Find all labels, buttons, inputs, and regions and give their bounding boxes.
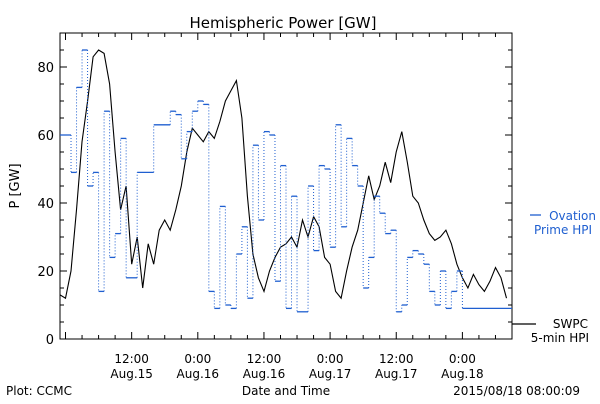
x-tick-label-time: 0:00 — [184, 352, 211, 366]
x-tick-label-date: Aug.17 — [309, 367, 352, 381]
plot-frame — [59, 32, 513, 340]
x-tick-label-date: Aug.16 — [177, 367, 220, 381]
legend-ovation-label-line2: Prime HPI — [534, 223, 592, 237]
chart-title: Hemispheric Power [GW] — [190, 14, 377, 32]
legend-swpc-label-line1: SWPC — [553, 317, 588, 331]
y-tick-label: 20 — [37, 265, 54, 280]
y-tick-label: 80 — [37, 61, 54, 76]
series-layer — [60, 49, 512, 313]
x-tick-label-date: Aug.18 — [441, 367, 484, 381]
x-tick-label-date: Aug.16 — [243, 367, 286, 381]
y-tick-label: 40 — [37, 197, 54, 212]
x-tick-label-time: 0:00 — [449, 352, 476, 366]
footer-timestamp: 2015/08/18 08:00:09 — [453, 384, 580, 398]
x-tick-label-time: 0:00 — [317, 352, 344, 366]
x-tick-label-time: 12:00 — [247, 352, 282, 366]
x-tick-label-date: Aug.17 — [375, 367, 418, 381]
y-axis: 0 20 40 60 80 — [37, 49, 512, 348]
x-axis: 12:00Aug.150:00Aug.1612:00Aug.160:00Aug.… — [65, 33, 496, 381]
y-axis-label: P [GW] — [8, 163, 23, 208]
footer-plot-credit: Plot: CCMC — [6, 384, 72, 398]
x-axis-label: Date and Time — [242, 384, 330, 398]
series-swpc-hpi-line — [60, 49, 508, 300]
y-tick-label: 60 — [37, 129, 54, 144]
series-ovation-prime-steps — [60, 49, 512, 313]
x-tick-label-time: 12:00 — [114, 352, 149, 366]
legend-ovation-label-line1: Ovation — [549, 209, 596, 223]
legend-swpc-label-line2: 5-min HPI — [531, 331, 589, 345]
x-tick-label-time: 12:00 — [379, 352, 414, 366]
y-tick-label: 0 — [46, 333, 54, 348]
x-tick-label-date: Aug.15 — [110, 367, 153, 381]
